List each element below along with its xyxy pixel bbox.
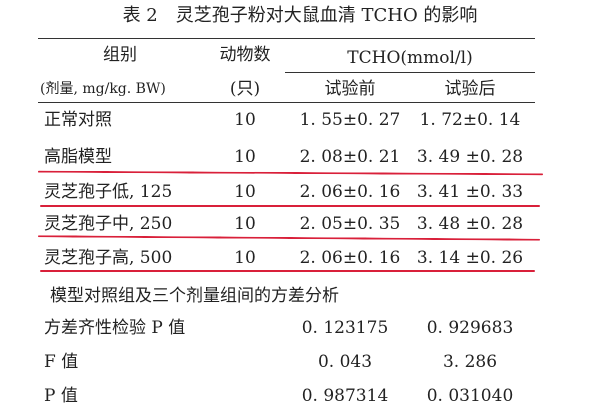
before-cell: 1. 55±0. 27 [299, 110, 401, 130]
red-underline [37, 170, 544, 176]
before-cell: 2. 05±0. 35 [299, 214, 401, 234]
top-rule [38, 38, 535, 39]
header-before: 试验前 [324, 79, 376, 99]
group-cell: 灵芝孢子中, 250 [44, 214, 173, 234]
header-dose: (剂量, mg/kg. BW) [40, 81, 166, 97]
analysis-after: 3. 286 [442, 352, 498, 372]
before-cell: 2. 06±0. 16 [299, 248, 401, 268]
analysis-before: 0. 123175 [301, 318, 389, 338]
header-unit: (只) [229, 79, 261, 99]
table-title: 表 2 灵芝孢子粉对大鼠血清 TCHO 的影响 [122, 5, 478, 26]
group-cell: 灵芝孢子高, 500 [44, 248, 173, 268]
animals-cell: 10 [234, 110, 256, 130]
analysis-label: F 值 [44, 352, 79, 372]
animals-cell: 10 [234, 214, 256, 234]
animals-cell: 10 [234, 182, 256, 202]
animals-cell: 10 [234, 147, 256, 167]
before-cell: 2. 08±0. 21 [299, 147, 401, 167]
group-cell: 灵芝孢子低, 125 [44, 182, 173, 202]
measure-rule [285, 72, 535, 73]
after-cell: 1. 72±0. 14 [419, 110, 521, 130]
animals-cell: 10 [234, 248, 256, 268]
red-underline [40, 270, 535, 272]
after-cell: 3. 49 ±0. 28 [416, 147, 524, 167]
header-group: 组别 [103, 45, 137, 65]
red-underline [40, 205, 540, 207]
analysis-after: 0. 929683 [426, 318, 514, 338]
red-underline [37, 235, 541, 241]
header-rule [38, 102, 535, 103]
after-cell: 3. 14 ±0. 26 [416, 248, 524, 268]
header-after: 试验后 [444, 79, 496, 99]
before-cell: 2. 06±0. 16 [299, 182, 401, 202]
analysis-label: P 值 [44, 386, 78, 406]
analysis-before: 0. 043 [317, 352, 373, 372]
header-animals: 动物数 [219, 45, 271, 65]
group-cell: 高脂模型 [44, 147, 112, 167]
header-measure: TCHO(mmol/l) [347, 48, 473, 68]
group-cell: 正常对照 [44, 110, 112, 130]
analysis-title: 模型对照组及三个剂量组间的方差分析 [50, 286, 339, 306]
after-cell: 3. 41 ±0. 33 [416, 182, 524, 202]
analysis-before: 0. 987314 [301, 386, 389, 406]
after-cell: 3. 48 ±0. 28 [416, 214, 524, 234]
analysis-after: 0. 031040 [426, 386, 514, 406]
analysis-label: 方差齐性检验 P 值 [44, 318, 186, 338]
